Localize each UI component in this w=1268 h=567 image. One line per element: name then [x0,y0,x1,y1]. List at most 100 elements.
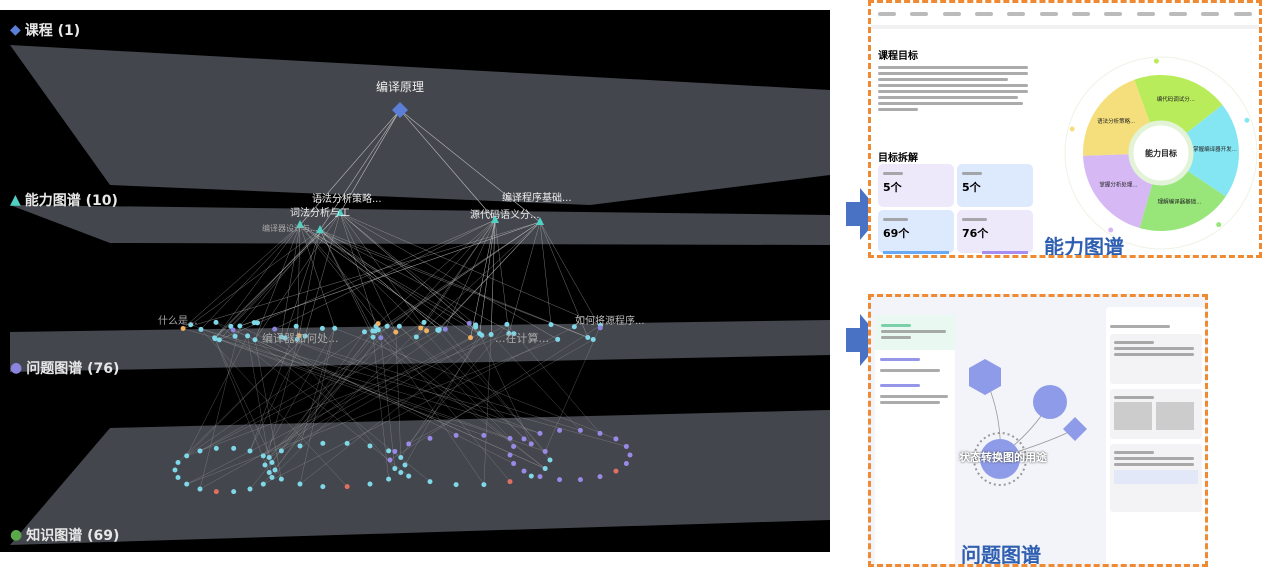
nav-item[interactable] [1201,12,1220,16]
nav-item[interactable] [1104,12,1123,16]
problem-node-label[interactable]: ...在计算... [495,332,549,345]
goal-card[interactable]: 5个 [957,164,1033,207]
nav-item[interactable] [942,12,961,16]
problem-node [332,325,338,331]
nav-item[interactable] [1007,12,1026,16]
main-node-label[interactable]: 状态转换图的用途 [959,451,1047,464]
edge [186,323,379,457]
knowledge-node [557,477,563,483]
ability-node-label[interactable]: 编译程序基础... [502,193,572,204]
problem-node [293,323,299,329]
pie-slice-label: 掌握分析处理... [1099,180,1137,188]
goal-card[interactable]: 76个 [957,210,1033,254]
edge [219,219,496,341]
graph-canvas[interactable] [0,10,830,552]
course-node-label[interactable]: 编译原理 [376,80,425,94]
knowledge-node [272,467,278,473]
layer-label-knowledge: ● 知识图谱 (69) [10,527,120,544]
edge [445,329,551,461]
edge [230,229,321,327]
edge [186,339,558,485]
edge [470,219,496,338]
edge [284,229,321,338]
problem-node [466,320,472,326]
problem-node-label[interactable]: 如何将源程序... [575,316,645,327]
knowledge-node [278,476,284,482]
nav-item[interactable] [910,12,929,16]
knowledge-node [367,481,373,487]
edge [219,339,484,436]
edge [281,337,381,451]
problem-node-label[interactable]: 什么是... [158,316,198,327]
breakdown-title: 目标拆解 [878,153,918,164]
main-node [980,439,1020,479]
edge [445,219,496,330]
nav-item[interactable] [1136,12,1155,16]
edge [372,330,546,469]
top-nav[interactable] [871,3,1259,29]
diamond-node [1063,417,1087,441]
ability-pie-chart[interactable]: 编代码调试分... 掌握编译器开发... 理解编译器基础... 掌握分析处理... 语法… [1061,53,1261,253]
nav-item[interactable] [1233,12,1252,16]
problem-node [237,323,243,329]
knowledge-node [542,448,548,454]
knowledge-node [197,486,203,492]
problem-node [511,331,517,337]
section-title: 课程目标 [878,51,918,62]
knowledge-node [387,457,393,463]
knowledge-node [367,443,373,449]
left-sidebar [875,315,955,564]
nav-item[interactable] [1039,12,1058,16]
nav-item[interactable] [1072,12,1091,16]
nav-item[interactable] [975,12,994,16]
problem-node [228,323,234,329]
problem-graph-canvas[interactable] [955,297,1105,567]
goal-card[interactable]: 5个 [878,164,954,207]
edge [186,337,471,485]
edge [280,224,301,337]
problem-node [278,334,284,340]
edge [539,221,588,338]
ability-node-label[interactable]: 编译器设计与... [262,224,318,233]
knowledge-node [172,467,178,473]
knowledge-node [213,445,219,451]
edge [506,324,601,434]
course-goal-text [878,63,1033,114]
knowledge-node [406,473,412,479]
ability-node [536,217,544,225]
pie-ring [1064,56,1258,250]
nav-item[interactable] [878,12,897,16]
problem-node [375,327,381,333]
ability-node-label[interactable]: 词法分析与工 [290,208,350,219]
edge [319,229,374,332]
pie-slice [1184,104,1239,197]
problem-node [251,320,257,326]
circle-node [1033,385,1067,419]
nav-item[interactable] [1169,12,1188,16]
problem-node [216,337,222,343]
diamond-icon: ◆ [10,22,21,38]
edge [200,329,348,487]
knowledge-node [260,453,266,459]
problem-node [370,328,376,334]
knowledge-node [597,474,603,480]
knowledge-node [398,470,404,476]
knowledge-node [297,443,303,449]
edge [372,337,389,480]
problem-node [479,332,485,338]
right-detail-panel[interactable] [1106,307,1205,564]
ability-node-label[interactable]: 源代码语义分... [470,210,540,221]
problem-node [180,325,186,331]
knowledge-node [386,476,392,482]
edge [438,330,546,452]
edge [399,326,511,439]
knowledge-node [392,448,398,454]
goal-card[interactable]: 69个 [878,210,954,254]
problem-node-label[interactable]: 编译器如何处... [262,332,339,345]
layered-graph-view[interactable]: ◆ 课程 (1) ▲ 能力图谱 (10) ● 问题图谱 (76) ● 知识图谱 (69)… [0,10,830,552]
edge [199,325,241,490]
edge [299,224,470,324]
sphere-icon: ● [10,527,23,543]
problem-node [424,328,430,334]
ability-node-label[interactable]: 语法分析策略... [312,194,382,205]
